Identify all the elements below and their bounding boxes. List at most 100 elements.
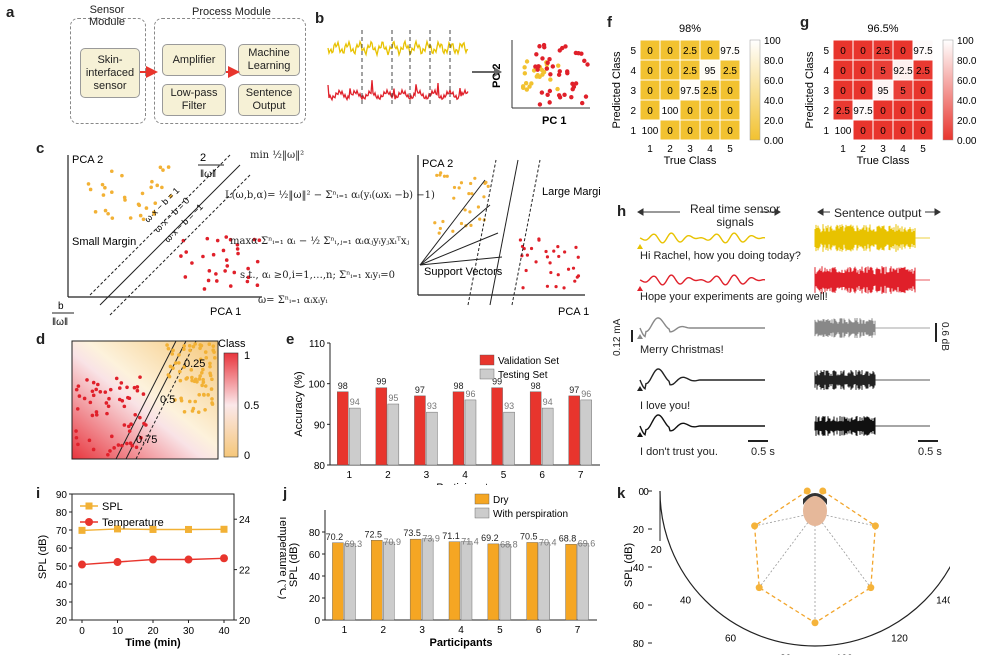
decision-point-orange: [179, 396, 183, 401]
scatter-point-red: [547, 57, 552, 62]
y-tick: 1: [823, 126, 829, 137]
head-icon: [803, 496, 827, 526]
legend-label: Temperature: [102, 517, 164, 529]
matrix-cell-value: 0: [860, 66, 866, 77]
svm-point-orange: [452, 185, 457, 190]
y-tick-label: 40: [309, 572, 321, 583]
decision-point-red: [88, 400, 93, 405]
bar-validation: [375, 387, 388, 466]
y2-axis-label: Temperature (℃): [277, 515, 286, 600]
bar-value-label: 73.9: [422, 534, 440, 544]
decision-point-orange: [207, 342, 212, 347]
decision-point-orange: [188, 399, 192, 404]
temperature-point: [149, 555, 157, 564]
scatter-point-yellow: [527, 84, 532, 89]
svm-point-red: [573, 279, 577, 283]
matrix-cell-value: 0: [647, 46, 653, 57]
y-axis-label: Predicted Class: [805, 51, 816, 129]
x-tick: 2: [860, 144, 866, 155]
angle-label: 20: [651, 545, 663, 556]
temperature-point: [184, 555, 193, 564]
x-tick-label: 4: [458, 625, 464, 636]
svm-point-orange: [128, 216, 133, 220]
yellow-signal: [327, 38, 469, 58]
matrix-cell-value: 0: [667, 86, 673, 97]
scatter-point-red: [580, 100, 585, 106]
decision-point-orange: [191, 344, 196, 349]
red-signal: [327, 80, 469, 102]
scatter-point-yellow: [534, 74, 539, 79]
spl-polar-point: [755, 584, 763, 592]
bar-testing: [387, 403, 400, 466]
decision-point-red: [105, 411, 109, 416]
bar-value-label: 98: [338, 381, 348, 391]
y-tick-label: 20: [56, 616, 68, 627]
decision-point-red: [74, 387, 79, 392]
svm-point-orange: [451, 229, 455, 233]
svm-point-red: [183, 275, 188, 279]
bar-dry: [371, 540, 383, 621]
svm-point-red: [557, 254, 561, 259]
decision-point-orange: [193, 342, 198, 346]
colorbar: [942, 39, 954, 141]
matrix-cell-value: 0: [687, 126, 693, 137]
decision-point-red: [134, 445, 139, 450]
bar-perspiration: [383, 541, 395, 621]
bar-perspiration: [499, 544, 512, 621]
svm-point-orange: [93, 210, 98, 214]
spl-polar-point: [751, 522, 759, 530]
matrix-cell-value: 95: [877, 86, 889, 97]
y-tick-label: 110: [309, 339, 325, 350]
bar-value-label: 97: [415, 385, 425, 395]
matrix-cell-value: 0: [840, 46, 846, 57]
scatter-point-red: [537, 102, 543, 107]
x-axis-label: Participants: [430, 637, 493, 649]
scatter-point-red: [536, 64, 541, 69]
svm-point-red: [257, 238, 262, 243]
svm-point-orange: [153, 201, 158, 206]
decision-point-orange: [203, 384, 208, 388]
audio-waveform-4: [814, 370, 876, 390]
bar-testing: [503, 411, 515, 466]
angle-label: 0: [643, 487, 649, 498]
matrix-cell-value: 0: [860, 86, 866, 97]
svm-point-orange: [438, 226, 442, 231]
y-tick: 1: [630, 126, 636, 137]
hair-icon: [803, 493, 827, 505]
scatter-point-yellow: [520, 85, 526, 90]
scatter-point-yellow: [522, 65, 527, 70]
decision-point-orange: [201, 367, 205, 372]
scatter-point-red: [544, 66, 550, 71]
x-tick-label: 40: [218, 626, 230, 637]
temperature-point: [78, 560, 86, 569]
svm-point-red: [246, 275, 251, 280]
svm-point-orange: [138, 213, 143, 218]
bar-testing: [426, 411, 438, 466]
decision-point-red: [117, 397, 122, 402]
matrix-cell-value: 100: [642, 126, 659, 137]
colorbar-tick: 40.0: [764, 96, 784, 107]
decision-point-orange: [203, 350, 208, 354]
eq-constraint: s.t., αᵢ ≥0,i=1,…,n; Σⁿᵢ₌₁ xᵢyᵢ=0: [240, 270, 395, 281]
scatter-point-yellow: [522, 71, 528, 76]
bar-value-label: 68.8: [559, 533, 577, 543]
decision-point-orange: [198, 357, 203, 362]
spl-polar-point: [811, 619, 819, 627]
onset-marker: [637, 386, 643, 391]
scatter-point-red: [571, 84, 577, 90]
svm-point-orange: [482, 195, 486, 199]
sensor-signal-5: [639, 414, 765, 436]
bar-value-label: 94: [350, 397, 360, 407]
bar-dry: [487, 543, 500, 621]
matrix-cell-value: 100: [835, 126, 852, 137]
svm-point-red: [224, 258, 229, 262]
colorbar: [749, 39, 761, 141]
bar-value-label: 98: [453, 381, 463, 391]
colorbar-tick: 40.0: [957, 96, 977, 107]
decision-point-orange: [210, 397, 214, 401]
audio-waveform-3: [814, 318, 876, 338]
angle-label: 100: [836, 653, 853, 655]
svm-point-orange: [110, 190, 114, 194]
x-tick-label: 1: [347, 470, 353, 481]
